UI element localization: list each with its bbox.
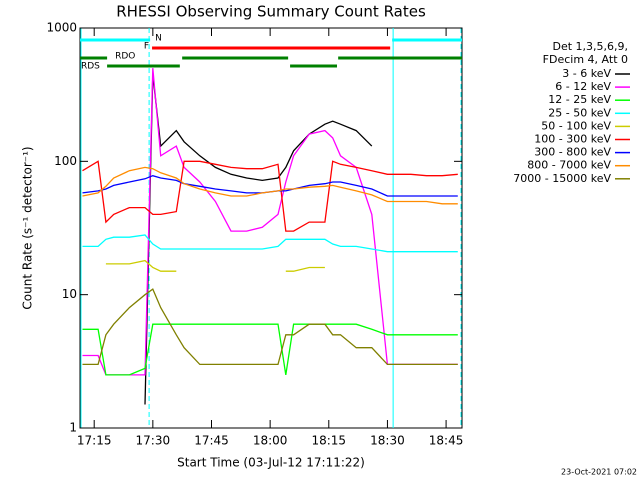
legend-label: 6 - 12 keV bbox=[555, 80, 611, 93]
flag-label: RDO bbox=[115, 52, 135, 62]
x-tick-label: 18:15 bbox=[311, 434, 346, 448]
legend-title: FDecim 4, Att 0 bbox=[543, 53, 628, 66]
series-line bbox=[82, 323, 458, 376]
legend-title: Det 1,3,5,6,9, bbox=[552, 40, 628, 53]
y-axis-label: Count Rate (s⁻¹ detector⁻¹) bbox=[21, 146, 35, 309]
x-tick-label: 17:30 bbox=[136, 434, 171, 448]
legend-label: 7000 - 15000 keV bbox=[513, 172, 611, 185]
y-tick-label: 10 bbox=[62, 287, 77, 301]
x-tick-label: 18:00 bbox=[253, 434, 288, 448]
x-axis-label: Start Time (03-Jul-12 17:11:22) bbox=[177, 456, 365, 470]
x-tick-label: 18:30 bbox=[370, 434, 405, 448]
x-tick-label: 17:15 bbox=[77, 434, 112, 448]
legend-label: 3 - 6 keV bbox=[562, 67, 611, 80]
series-line bbox=[82, 234, 458, 253]
series-line bbox=[82, 288, 458, 366]
chart-title: RHESSI Observing Summary Count Rates bbox=[116, 3, 426, 21]
series-line bbox=[82, 160, 458, 232]
legend-label: 300 - 800 keV bbox=[534, 146, 611, 159]
footer: 23-Oct-2021 07:02 bbox=[561, 468, 637, 477]
legend-label: 12 - 25 keV bbox=[548, 93, 611, 106]
legend-label: 25 - 50 keV bbox=[548, 106, 611, 119]
flag-label: RDS bbox=[81, 62, 100, 72]
series-line bbox=[82, 68, 458, 376]
plot-frame bbox=[79, 27, 463, 429]
x-tick-label: 17:45 bbox=[194, 434, 229, 448]
legend-label: 800 - 7000 keV bbox=[527, 159, 611, 172]
series-line bbox=[144, 74, 373, 405]
y-tick-label: 100 bbox=[54, 154, 77, 168]
legend-label: 50 - 100 keV bbox=[541, 119, 611, 132]
x-tick-label: 18:45 bbox=[429, 434, 464, 448]
y-tick-label: 1 bbox=[69, 421, 77, 435]
series-line bbox=[82, 166, 458, 205]
y-tick-label: 1000 bbox=[46, 21, 77, 35]
flag-label: N bbox=[155, 34, 162, 44]
flag-label: F bbox=[144, 42, 149, 52]
legend-label: 100 - 300 keV bbox=[534, 133, 611, 146]
series-line bbox=[105, 259, 325, 272]
plot-area bbox=[80, 28, 462, 428]
